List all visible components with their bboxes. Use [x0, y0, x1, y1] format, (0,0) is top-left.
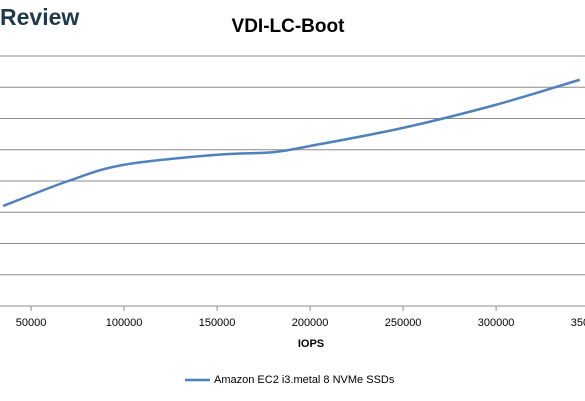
x-tick-label: 50000: [16, 317, 47, 329]
x-tick-label: 150000: [199, 317, 236, 329]
brand-logo: Review: [0, 4, 79, 30]
x-tick-label: 100000: [106, 317, 143, 329]
x-tick-label: 200000: [292, 317, 329, 329]
x-axis-label: IOPS: [298, 338, 324, 350]
x-tick-label: 350000: [571, 317, 585, 329]
chart-title: VDI-LC-Boot: [232, 16, 346, 37]
legend-label: Amazon EC2 i3.metal 8 NVMe SSDs: [214, 374, 395, 386]
series-line: [2, 78, 581, 208]
x-tick-label: 300000: [478, 317, 515, 329]
x-tick-label: 250000: [385, 317, 422, 329]
